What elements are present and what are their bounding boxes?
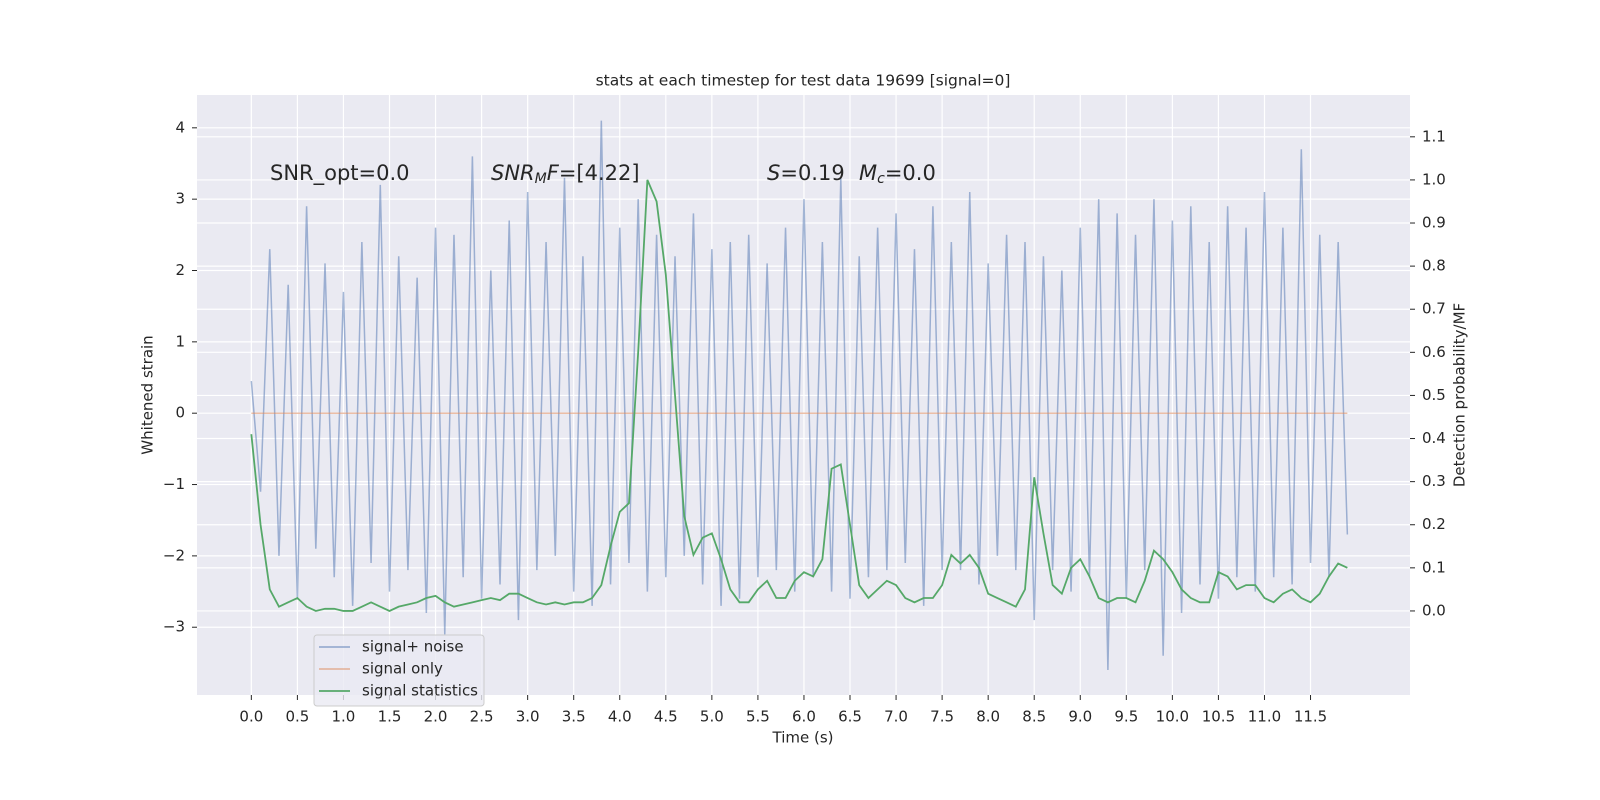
x-tick-label: 1.5: [378, 708, 402, 726]
x-tick-label: 8.5: [1022, 708, 1046, 726]
x-tick-label: 4.0: [608, 708, 632, 726]
x-tick-label: 4.5: [654, 708, 678, 726]
y2-tick-label: 0.1: [1422, 558, 1446, 576]
y2-tick-label: 0.9: [1422, 214, 1446, 232]
x-tick-label: 5.5: [746, 708, 770, 726]
x-axis-label: Time (s): [772, 729, 834, 747]
y-tick-label: −1: [163, 475, 185, 493]
x-tick-label: 0.0: [239, 708, 263, 726]
annotation-part: =0.0: [885, 161, 936, 185]
y2-tick-label: 0.5: [1422, 386, 1446, 404]
x-tick-label: 9.0: [1068, 708, 1092, 726]
x-tick-label: 7.5: [930, 708, 954, 726]
x-tick-label: 11.0: [1248, 708, 1281, 726]
x-tick-label: 0.5: [285, 708, 309, 726]
annotation-part: SNR: [491, 161, 535, 185]
y-tick-label: 4: [175, 118, 185, 136]
annotation: Mc=0.0: [859, 161, 936, 187]
annotation-part: SNR_opt=0.0: [270, 161, 410, 186]
annotation-part: S: [767, 161, 780, 185]
y2-tick-label: 1.1: [1422, 127, 1446, 145]
chart-title: stats at each timestep for test data 196…: [596, 72, 1011, 90]
x-tick-label: 3.0: [516, 708, 540, 726]
y2-tick-label: 0.4: [1422, 429, 1446, 447]
legend-label: signal+ noise: [362, 638, 464, 656]
x-tick-label: 1.0: [332, 708, 356, 726]
annotation-part: F: [547, 161, 560, 185]
x-tick-label: 9.5: [1114, 708, 1138, 726]
x-tick-label: 10.0: [1156, 708, 1189, 726]
y-tick-label: −2: [163, 546, 185, 564]
x-tick-label: 6.0: [792, 708, 816, 726]
x-tick-label: 8.0: [976, 708, 1000, 726]
y2-tick-label: 0.8: [1422, 257, 1446, 275]
x-tick-label: 6.5: [838, 708, 862, 726]
y-tick-label: 1: [175, 332, 185, 350]
y-tick-label: 3: [175, 190, 185, 208]
y-tick-label: −3: [163, 618, 185, 636]
y2-tick-label: 0.2: [1422, 515, 1446, 533]
annotation: SNRMF=[4.22]: [491, 161, 640, 187]
annotation-part: =[4.22]: [559, 161, 640, 185]
legend-label: signal only: [362, 660, 443, 678]
y2-axis-label: Detection probability/MF: [1451, 303, 1469, 487]
x-tick-label: 3.5: [562, 708, 586, 726]
y2-tick-label: 0.0: [1422, 601, 1446, 619]
y2-tick-label: 0.7: [1422, 300, 1446, 318]
y-tick-label: 0: [175, 404, 185, 422]
series-line: [250, 179, 1348, 612]
annotation: S=0.19: [767, 161, 845, 185]
series-line: [250, 120, 1349, 671]
annotation-part: M: [535, 171, 547, 187]
annotation: SNR_opt=0.0: [270, 161, 410, 186]
legend-label: signal statistics: [362, 682, 478, 700]
x-tick-label: 11.5: [1294, 708, 1327, 726]
x-tick-label: 2.0: [424, 708, 448, 726]
x-tick-label: 7.0: [884, 708, 908, 726]
x-tick-label: 2.5: [470, 708, 494, 726]
annotation-part: =0.19: [780, 161, 844, 185]
x-tick-label: 5.0: [700, 708, 724, 726]
y2-tick-label: 0.6: [1422, 343, 1446, 361]
y-tick-label: 2: [175, 261, 185, 279]
x-tick-label: 10.5: [1202, 708, 1235, 726]
y2-tick-label: 1.0: [1422, 170, 1446, 188]
legend-box: [313, 634, 485, 707]
annotation-part: c: [877, 171, 885, 187]
annotation-part: M: [859, 161, 877, 185]
y-axis-label: Whitened strain: [139, 335, 157, 454]
y2-tick-label: 0.3: [1422, 472, 1446, 490]
